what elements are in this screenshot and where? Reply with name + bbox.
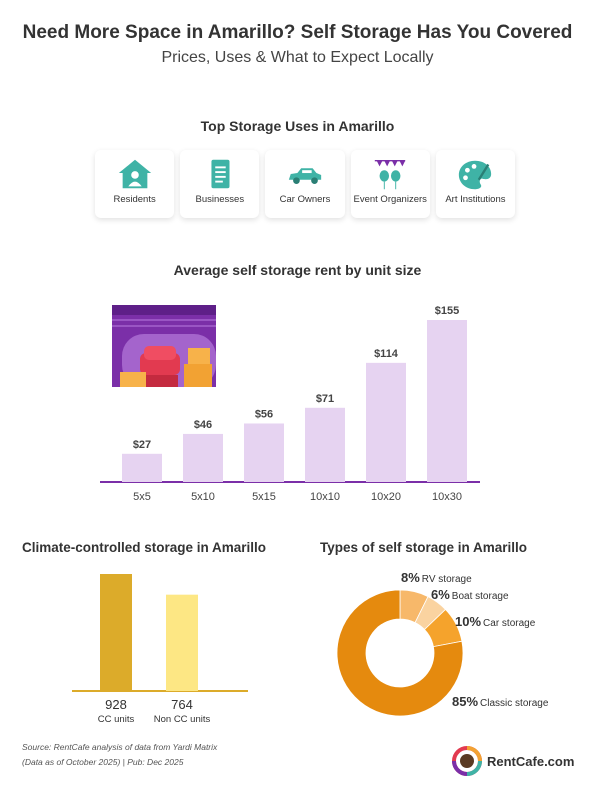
use-label: Residents — [113, 194, 156, 205]
cc-bar-non-cc-units — [166, 594, 198, 691]
use-label: Art Institutions — [445, 194, 506, 205]
rent-category-label: 5x15 — [252, 491, 276, 503]
rent-bar-10x20 — [366, 362, 406, 482]
donut-slice-classic-storage — [336, 589, 464, 717]
page-subtitle: Prices, Uses & What to Expect Locally — [161, 49, 434, 66]
rent-category-label: 10x20 — [371, 491, 401, 503]
car-icon — [288, 168, 322, 184]
donut-percent-label: 10% — [455, 614, 481, 629]
rent-value-label: $46 — [194, 419, 212, 431]
rentcafe-logo-text: RentCafe.com — [487, 753, 575, 769]
storage-unit-illustration — [112, 305, 216, 387]
rent-bar-10x10 — [305, 407, 345, 482]
use-card-residents: Residents — [95, 150, 175, 218]
rent-chart: $27 5x5 $46 5x10 $56 5x15 $71 10x10 $114 10x20 $15… — [100, 305, 480, 503]
party-balloons-icon — [375, 159, 406, 190]
types-donut-chart: 8% RV storage 6% Boat storage 10% Car storage… — [336, 570, 549, 717]
rent-value-label: $114 — [374, 348, 399, 360]
rent-value-label: $71 — [316, 393, 334, 405]
palette-icon — [459, 160, 492, 190]
cc-bar-cc-units — [100, 574, 132, 691]
cc-category-label: CC units — [98, 714, 135, 725]
donut-category-label: Boat storage — [452, 591, 509, 602]
donut-percent-label: 8% — [401, 570, 420, 585]
rent-value-label: $56 — [255, 408, 273, 420]
cc-category-label: Non CC units — [154, 714, 211, 725]
donut-label: 6% Boat storage — [431, 587, 509, 602]
types-chart-title: Types of self storage in Amarillo — [320, 540, 528, 555]
rent-category-label: 5x10 — [191, 491, 215, 503]
cc-chart: 928 CC units 764 Non CC units — [72, 574, 248, 725]
cc-chart-title: Climate-controlled storage in Amarillo — [22, 540, 267, 555]
donut-label: 85% Classic storage — [452, 694, 549, 709]
page-title: Need More Space in Amarillo? Self Storag… — [22, 22, 573, 43]
donut-percent-label: 85% — [452, 694, 478, 709]
donut-percent-label: 6% — [431, 587, 450, 602]
use-label: Car Owners — [279, 194, 331, 205]
source-line-1: Source: RentCafe analysis of data from Y… — [22, 742, 218, 752]
donut-label: 10% Car storage — [455, 614, 536, 629]
donut-category-label: Classic storage — [480, 698, 549, 709]
rent-chart-title: Average self storage rent by unit size — [173, 262, 422, 278]
rent-bar-5x10 — [183, 433, 223, 482]
rent-category-label: 10x10 — [310, 491, 340, 503]
use-label: Event Organizers — [353, 194, 427, 205]
uses-title: Top Storage Uses in Amarillo — [200, 118, 395, 134]
donut-category-label: RV storage — [422, 574, 472, 585]
house-person-icon — [118, 159, 151, 189]
donut-label: 8% RV storage — [401, 570, 472, 585]
rent-bar-5x5 — [122, 453, 162, 482]
rentcafe-logo-icon — [452, 746, 482, 776]
rent-category-label: 10x30 — [432, 491, 462, 503]
use-card-art-institutions: Art Institutions — [435, 150, 516, 218]
rentcafe-logo: RentCafe.com — [452, 746, 574, 776]
rent-value-label: $155 — [435, 305, 459, 317]
cc-value-label: 928 — [105, 697, 127, 712]
source-line-2: (Data as of October 2025) | Pub: Dec 202… — [22, 757, 184, 767]
rent-value-label: $27 — [133, 439, 151, 451]
cc-value-label: 764 — [171, 697, 193, 712]
use-card-businesses: Businesses — [180, 150, 260, 218]
source-note: Source: RentCafe analysis of data from Y… — [22, 740, 217, 770]
use-label: Businesses — [195, 194, 245, 205]
document-icon — [211, 159, 230, 189]
rent-bar-10x30 — [427, 320, 467, 482]
use-card-car-owners: Car Owners — [265, 150, 345, 218]
donut-category-label: Car storage — [483, 618, 536, 629]
uses-row: Residents Businesses Car Owners Event Or… — [95, 150, 516, 220]
rent-category-label: 5x5 — [133, 491, 151, 503]
rent-bar-5x15 — [244, 423, 284, 482]
use-card-event-organizers: Event Organizers — [350, 150, 430, 218]
